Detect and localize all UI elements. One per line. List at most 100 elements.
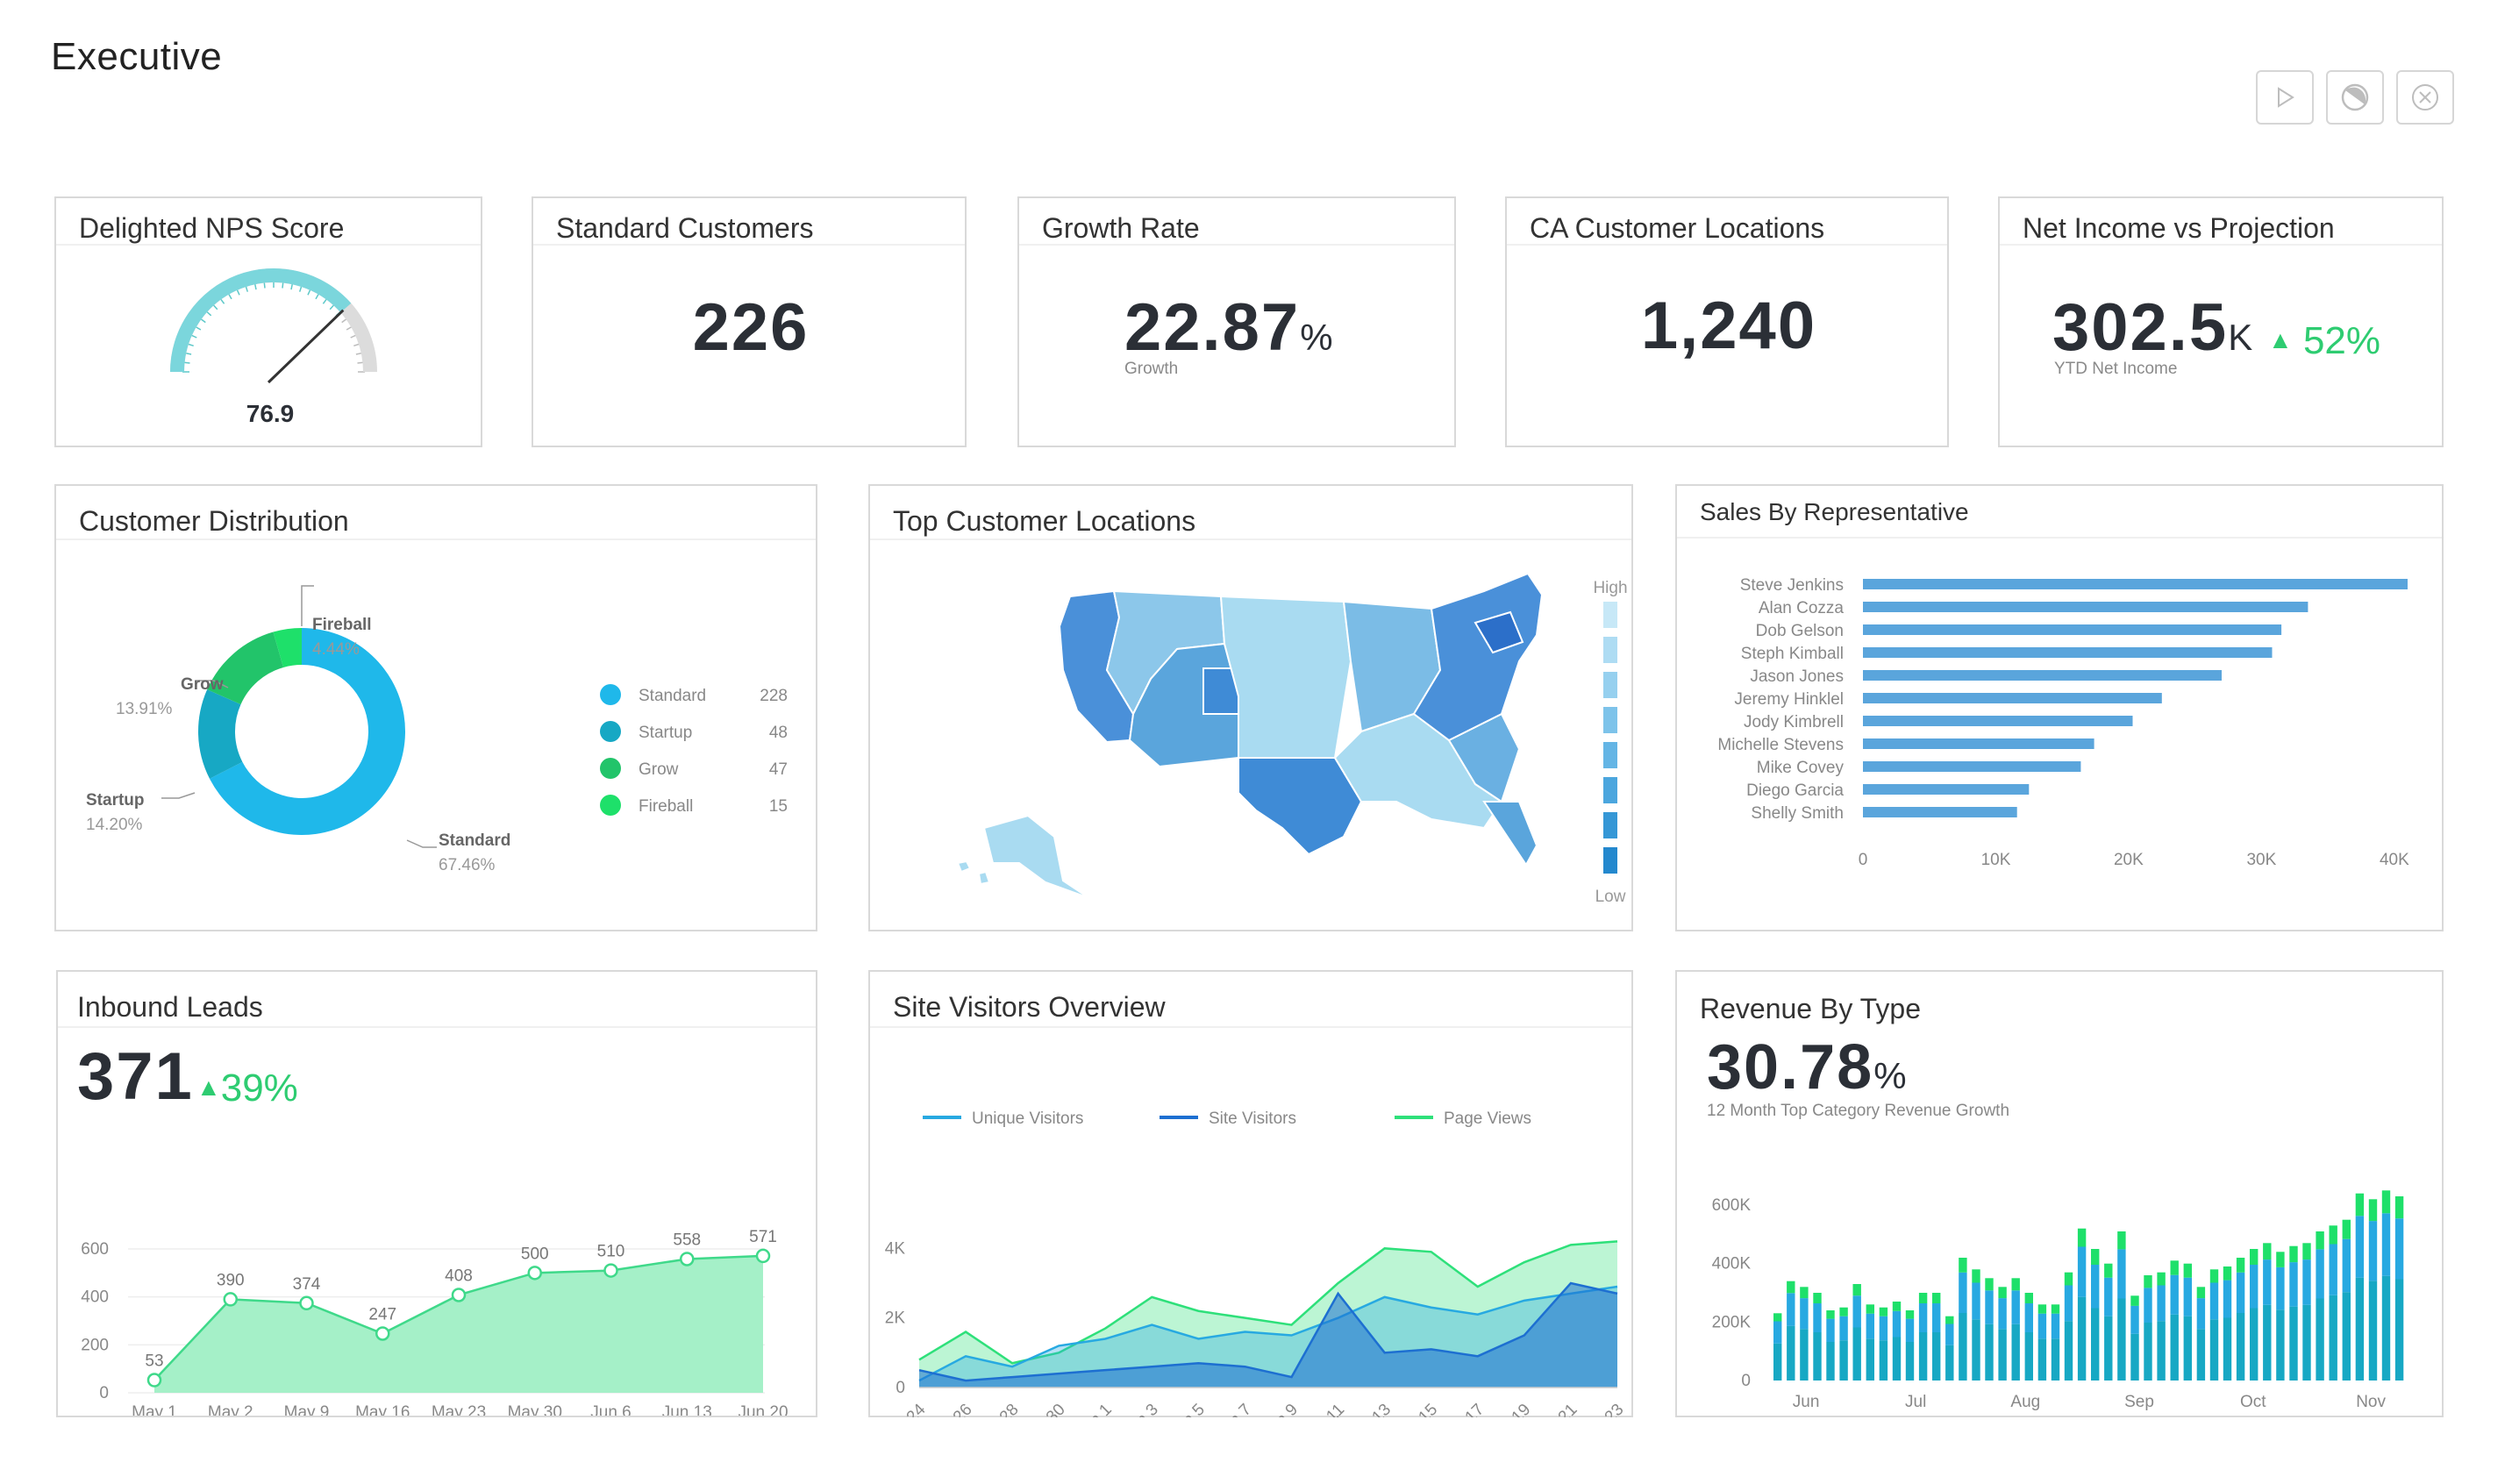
sales-rep-card: Sales By Representative Steve Jenkins Ala… xyxy=(1675,484,2444,931)
sales-x-tick: 0 xyxy=(1859,851,1868,869)
revenue-bar-mid xyxy=(1972,1282,1980,1320)
legend-standard-count: 228 xyxy=(760,687,788,705)
play-button[interactable] xyxy=(2256,70,2314,125)
sales-x-tick: 10K xyxy=(1981,851,2011,869)
revenue-bar-base xyxy=(1826,1342,1835,1381)
revenue-bar-top xyxy=(2037,1304,2047,1314)
revenue-bar-top xyxy=(2394,1196,2404,1219)
rep-bar xyxy=(1863,738,2094,749)
leads-point xyxy=(755,1248,771,1264)
inbound-leads-chart: 0 200 400 600 53 May 1 390 May 2 374 May 9 247 May … xyxy=(81,1228,788,1416)
visitors-x-tick: Jun 1 xyxy=(1074,1401,1116,1417)
leads-data-label: 53 xyxy=(145,1352,163,1371)
leads-point xyxy=(299,1295,314,1311)
revenue-bar-top xyxy=(2130,1295,2139,1306)
scale-step xyxy=(1603,602,1617,628)
revenue-bar-base xyxy=(2011,1323,2020,1381)
revenue-bar-mid xyxy=(2196,1298,2206,1330)
close-icon xyxy=(2412,84,2438,111)
scale-step xyxy=(1603,847,1617,874)
gauge-track xyxy=(170,268,377,373)
revenue-bar-base xyxy=(1800,1329,1809,1381)
leads-y-tick: 400 xyxy=(81,1288,109,1307)
revenue-bar-base xyxy=(2276,1309,2285,1381)
legend-fireball-dot xyxy=(600,795,621,816)
rep-bar xyxy=(1863,670,2222,681)
revenue-x-tick: Nov xyxy=(2356,1393,2386,1411)
revenue-bar-base xyxy=(1773,1343,1782,1381)
standard-customers-title: Standard Customers xyxy=(556,212,814,244)
theme-button[interactable] xyxy=(2326,70,2384,125)
revenue-bar-mid xyxy=(2064,1285,2073,1322)
rep-name: Diego Garcia xyxy=(1746,781,1844,800)
visitors-x-tick: May 26 xyxy=(924,1401,976,1417)
revenue-bar-base xyxy=(2250,1308,2259,1381)
leads-point xyxy=(680,1252,695,1266)
revenue-bar-mid xyxy=(1998,1298,2007,1330)
revenue-bar-base xyxy=(1892,1337,1902,1381)
visitors-x-tick: Jun 13 xyxy=(1346,1401,1395,1417)
revenue-bar-top xyxy=(2077,1228,2087,1247)
visitors-x-tick: Jun 23 xyxy=(1579,1401,1627,1417)
visitors-x-tick: May 28 xyxy=(971,1401,1023,1417)
startup-label: Startup xyxy=(86,791,145,810)
revenue-bar-mid xyxy=(1945,1323,1954,1345)
revenue-bar-mid xyxy=(2289,1262,2298,1307)
leads-data-label: 571 xyxy=(749,1228,777,1246)
revenue-bar-mid xyxy=(2381,1213,2391,1276)
net-income-title: Net Income vs Projection xyxy=(2023,212,2335,244)
revenue-bar-top xyxy=(1813,1293,1822,1303)
revenue-bar-top xyxy=(2024,1293,2033,1303)
close-button[interactable] xyxy=(2396,70,2454,125)
nps-gauge: 76.9 xyxy=(170,268,377,427)
leads-point xyxy=(375,1326,390,1341)
revenue-bar-mid xyxy=(2368,1221,2378,1281)
revenue-bar-mid xyxy=(2276,1266,2285,1310)
donut-slice-standard xyxy=(210,628,405,835)
legend-grow-count: 47 xyxy=(769,760,788,779)
ca-locations-card: CA Customer Locations 1,240 xyxy=(1505,196,1949,447)
revenue-bar-mid xyxy=(1892,1310,1902,1338)
growth-rate-card: Growth Rate 22.87% Growth xyxy=(1017,196,1456,447)
visitors-area-site-visitors xyxy=(919,1283,1617,1388)
legend-grow-dot xyxy=(600,758,621,779)
legend-startup-count: 48 xyxy=(769,724,788,742)
visitors-line-unique-visitors xyxy=(918,1285,1618,1382)
nps-card: Delighted NPS Score 76.9 xyxy=(54,196,482,447)
revenue-bar-mid xyxy=(2037,1313,2047,1339)
site-visitors-chart: Unique Visitors Site Visitors Page Views 0 2… xyxy=(878,1109,1628,1417)
revenue-bar-top xyxy=(1787,1281,1795,1294)
leads-data-label: 408 xyxy=(445,1266,473,1285)
standard-leader xyxy=(406,839,437,848)
revenue-x-tick: Sep xyxy=(2124,1393,2154,1411)
revenue-bar-mid xyxy=(2329,1244,2337,1295)
leads-data-label: 390 xyxy=(217,1271,245,1289)
leads-x-tick: May 1 xyxy=(132,1403,177,1416)
revenue-bar-top xyxy=(1892,1302,1902,1311)
state-hawaii xyxy=(956,860,991,886)
donut-slice-startup xyxy=(198,689,243,779)
revenue-type-value: 30.78% xyxy=(1707,1032,1909,1102)
leads-x-tick: May 2 xyxy=(208,1403,253,1416)
nps-title: Delighted NPS Score xyxy=(79,212,345,244)
revenue-bar-mid xyxy=(1839,1316,1848,1341)
revenue-bar-base xyxy=(2144,1323,2152,1381)
nps-value: 76.9 xyxy=(246,400,295,427)
visitors-x-tick: Jun 19 xyxy=(1486,1401,1534,1417)
revenue-bar-base xyxy=(2104,1316,2113,1381)
revenue-bar-top xyxy=(2104,1263,2113,1278)
rep-bar xyxy=(1863,602,2308,612)
revenue-bar-top xyxy=(1800,1287,1809,1299)
legend-standard-dot xyxy=(600,684,621,705)
visitors-x-tick: Jun 11 xyxy=(1301,1401,1348,1417)
revenue-bar-base xyxy=(2236,1313,2245,1381)
revenue-bar-top xyxy=(2342,1219,2351,1239)
rep-bar xyxy=(1863,807,2017,817)
fireball-label: Fireball xyxy=(312,616,372,634)
revenue-bar-mid xyxy=(2223,1280,2232,1318)
rep-bar xyxy=(1863,693,2162,703)
revenue-bar-mid xyxy=(2183,1277,2192,1316)
rep-bar xyxy=(1863,716,2133,726)
revenue-bar-mid xyxy=(1879,1316,1888,1341)
revenue-bar-top xyxy=(2368,1199,2378,1222)
